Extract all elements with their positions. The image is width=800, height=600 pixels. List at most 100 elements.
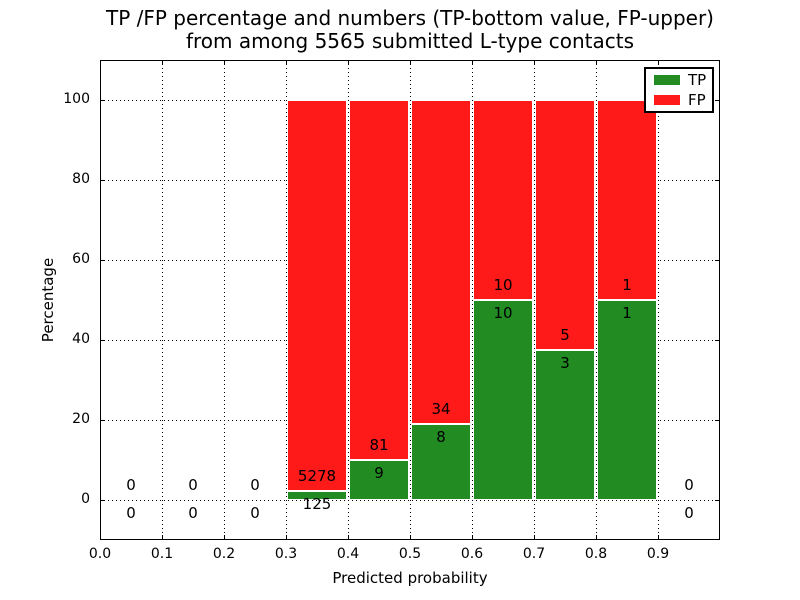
x-tick-mark: [595, 60, 597, 65]
x-tick-mark: [409, 535, 411, 540]
tp-count-label: 9: [374, 464, 384, 482]
legend-label: TP: [688, 70, 707, 89]
x-tick-mark: [657, 60, 659, 65]
y-tick-label: 100: [63, 91, 90, 107]
fp-count-label: 0: [684, 476, 694, 494]
fp-count-label: 81: [369, 436, 389, 454]
fp-count-label: 5: [560, 326, 570, 344]
fp-count-label: 10: [493, 276, 513, 294]
fp-count-label: 0: [126, 476, 136, 494]
x-tick-mark: [533, 535, 535, 540]
y-tick-mark: [715, 419, 720, 421]
x-tick-mark: [533, 60, 535, 65]
legend-swatch-fp: [654, 95, 680, 105]
x-tick-mark: [471, 60, 473, 65]
gridline-horizontal: [100, 499, 720, 501]
y-tick-label: 60: [72, 251, 90, 267]
bar-tp-segment: [597, 300, 657, 500]
x-tick-mark: [161, 60, 163, 65]
x-tick-label: 0.7: [522, 546, 546, 562]
x-tick-label: 0.8: [584, 546, 608, 562]
y-tick-label: 80: [72, 171, 90, 187]
x-tick-label: 0.3: [274, 546, 298, 562]
y-tick-label: 20: [72, 411, 90, 427]
x-tick-label: 0.5: [398, 546, 422, 562]
x-tick-mark: [595, 535, 597, 540]
x-tick-mark: [161, 535, 163, 540]
x-tick-mark: [657, 535, 659, 540]
x-tick-label: 0.4: [336, 546, 360, 562]
y-tick-mark: [715, 499, 720, 501]
gridline-horizontal: [100, 339, 720, 341]
x-tick-mark: [99, 60, 101, 65]
chart-title-line-1: TP /FP percentage and numbers (TP-bottom…: [106, 6, 714, 30]
y-tick-mark: [715, 259, 720, 261]
y-tick-mark: [100, 99, 105, 101]
x-tick-mark: [471, 535, 473, 540]
bar-fp-segment: [535, 100, 595, 350]
fp-count-label: 5278: [297, 466, 337, 485]
legend-item-fp: FP: [654, 90, 712, 109]
bar-tp-segment: [411, 424, 471, 500]
plot-area: 0 0 0 0 0 0 5278 125 81 9 34 8 10 10 5 3 1 1 0 0 TP FP: [99, 60, 720, 540]
gridline-horizontal: [100, 259, 720, 261]
bar-fp-segment: [411, 100, 471, 424]
y-tick-label: 40: [72, 331, 90, 347]
y-tick-mark: [100, 259, 105, 261]
chart-title: TP /FP percentage and numbers (TP-bottom…: [100, 7, 720, 53]
bar-fp-segment: [287, 100, 347, 491]
gridline-horizontal: [100, 179, 720, 181]
bar-tp-segment: [535, 350, 595, 500]
y-tick-mark: [100, 499, 105, 501]
tp-count-label: 0: [126, 504, 136, 522]
gridline-vertical: [471, 60, 473, 540]
fp-count-label: 1: [622, 276, 632, 294]
bar-fp-segment: [473, 100, 533, 300]
bar-tp-segment: [349, 460, 409, 500]
gridline-vertical: [595, 60, 597, 540]
legend-swatch-tp: [654, 75, 680, 85]
bar-tp-segment: [473, 300, 533, 500]
y-tick-mark: [100, 339, 105, 341]
x-tick-label: 0.9: [646, 546, 670, 562]
gridline-horizontal: [100, 419, 720, 421]
y-tick-mark: [100, 179, 105, 181]
bar-fp-segment: [597, 100, 657, 300]
gridline-vertical: [533, 60, 535, 540]
tp-count-label: 0: [684, 504, 694, 522]
legend: TP FP: [644, 67, 714, 113]
tp-count-label: 125: [302, 494, 332, 513]
legend-label: FP: [688, 90, 706, 109]
y-tick-mark: [715, 99, 720, 101]
x-tick-mark: [285, 535, 287, 540]
gridline-horizontal: [100, 99, 720, 101]
y-tick-mark: [715, 179, 720, 181]
fp-count-label: 34: [431, 400, 451, 418]
fp-count-label: 0: [250, 476, 260, 494]
x-tick-label: 0.0: [88, 546, 112, 562]
x-tick-mark: [347, 60, 349, 65]
x-tick-mark: [409, 60, 411, 65]
legend-item-tp: TP: [654, 70, 712, 89]
gridline-vertical: [161, 60, 163, 540]
x-tick-label: 0.1: [150, 546, 174, 562]
x-tick-label: 0.2: [212, 546, 236, 562]
gridline-vertical: [347, 60, 349, 540]
gridline-vertical: [409, 60, 411, 540]
x-tick-mark: [285, 60, 287, 65]
x-tick-mark: [223, 60, 225, 65]
x-tick-label: 0.6: [460, 546, 484, 562]
tp-count-label: 10: [493, 304, 513, 322]
bar-tp-segment: [287, 490, 347, 500]
x-axis-label: Predicted probability: [332, 569, 488, 587]
y-tick-label: 0: [81, 491, 90, 507]
x-tick-mark: [347, 535, 349, 540]
x-tick-mark: [223, 535, 225, 540]
fp-count-label: 0: [188, 476, 198, 494]
tp-count-label: 8: [436, 428, 446, 446]
tp-count-label: 0: [188, 504, 198, 522]
gridline-vertical: [285, 60, 287, 540]
chart-title-line-2: from among 5565 submitted L-type contact…: [185, 29, 635, 53]
tp-count-label: 0: [250, 504, 260, 522]
